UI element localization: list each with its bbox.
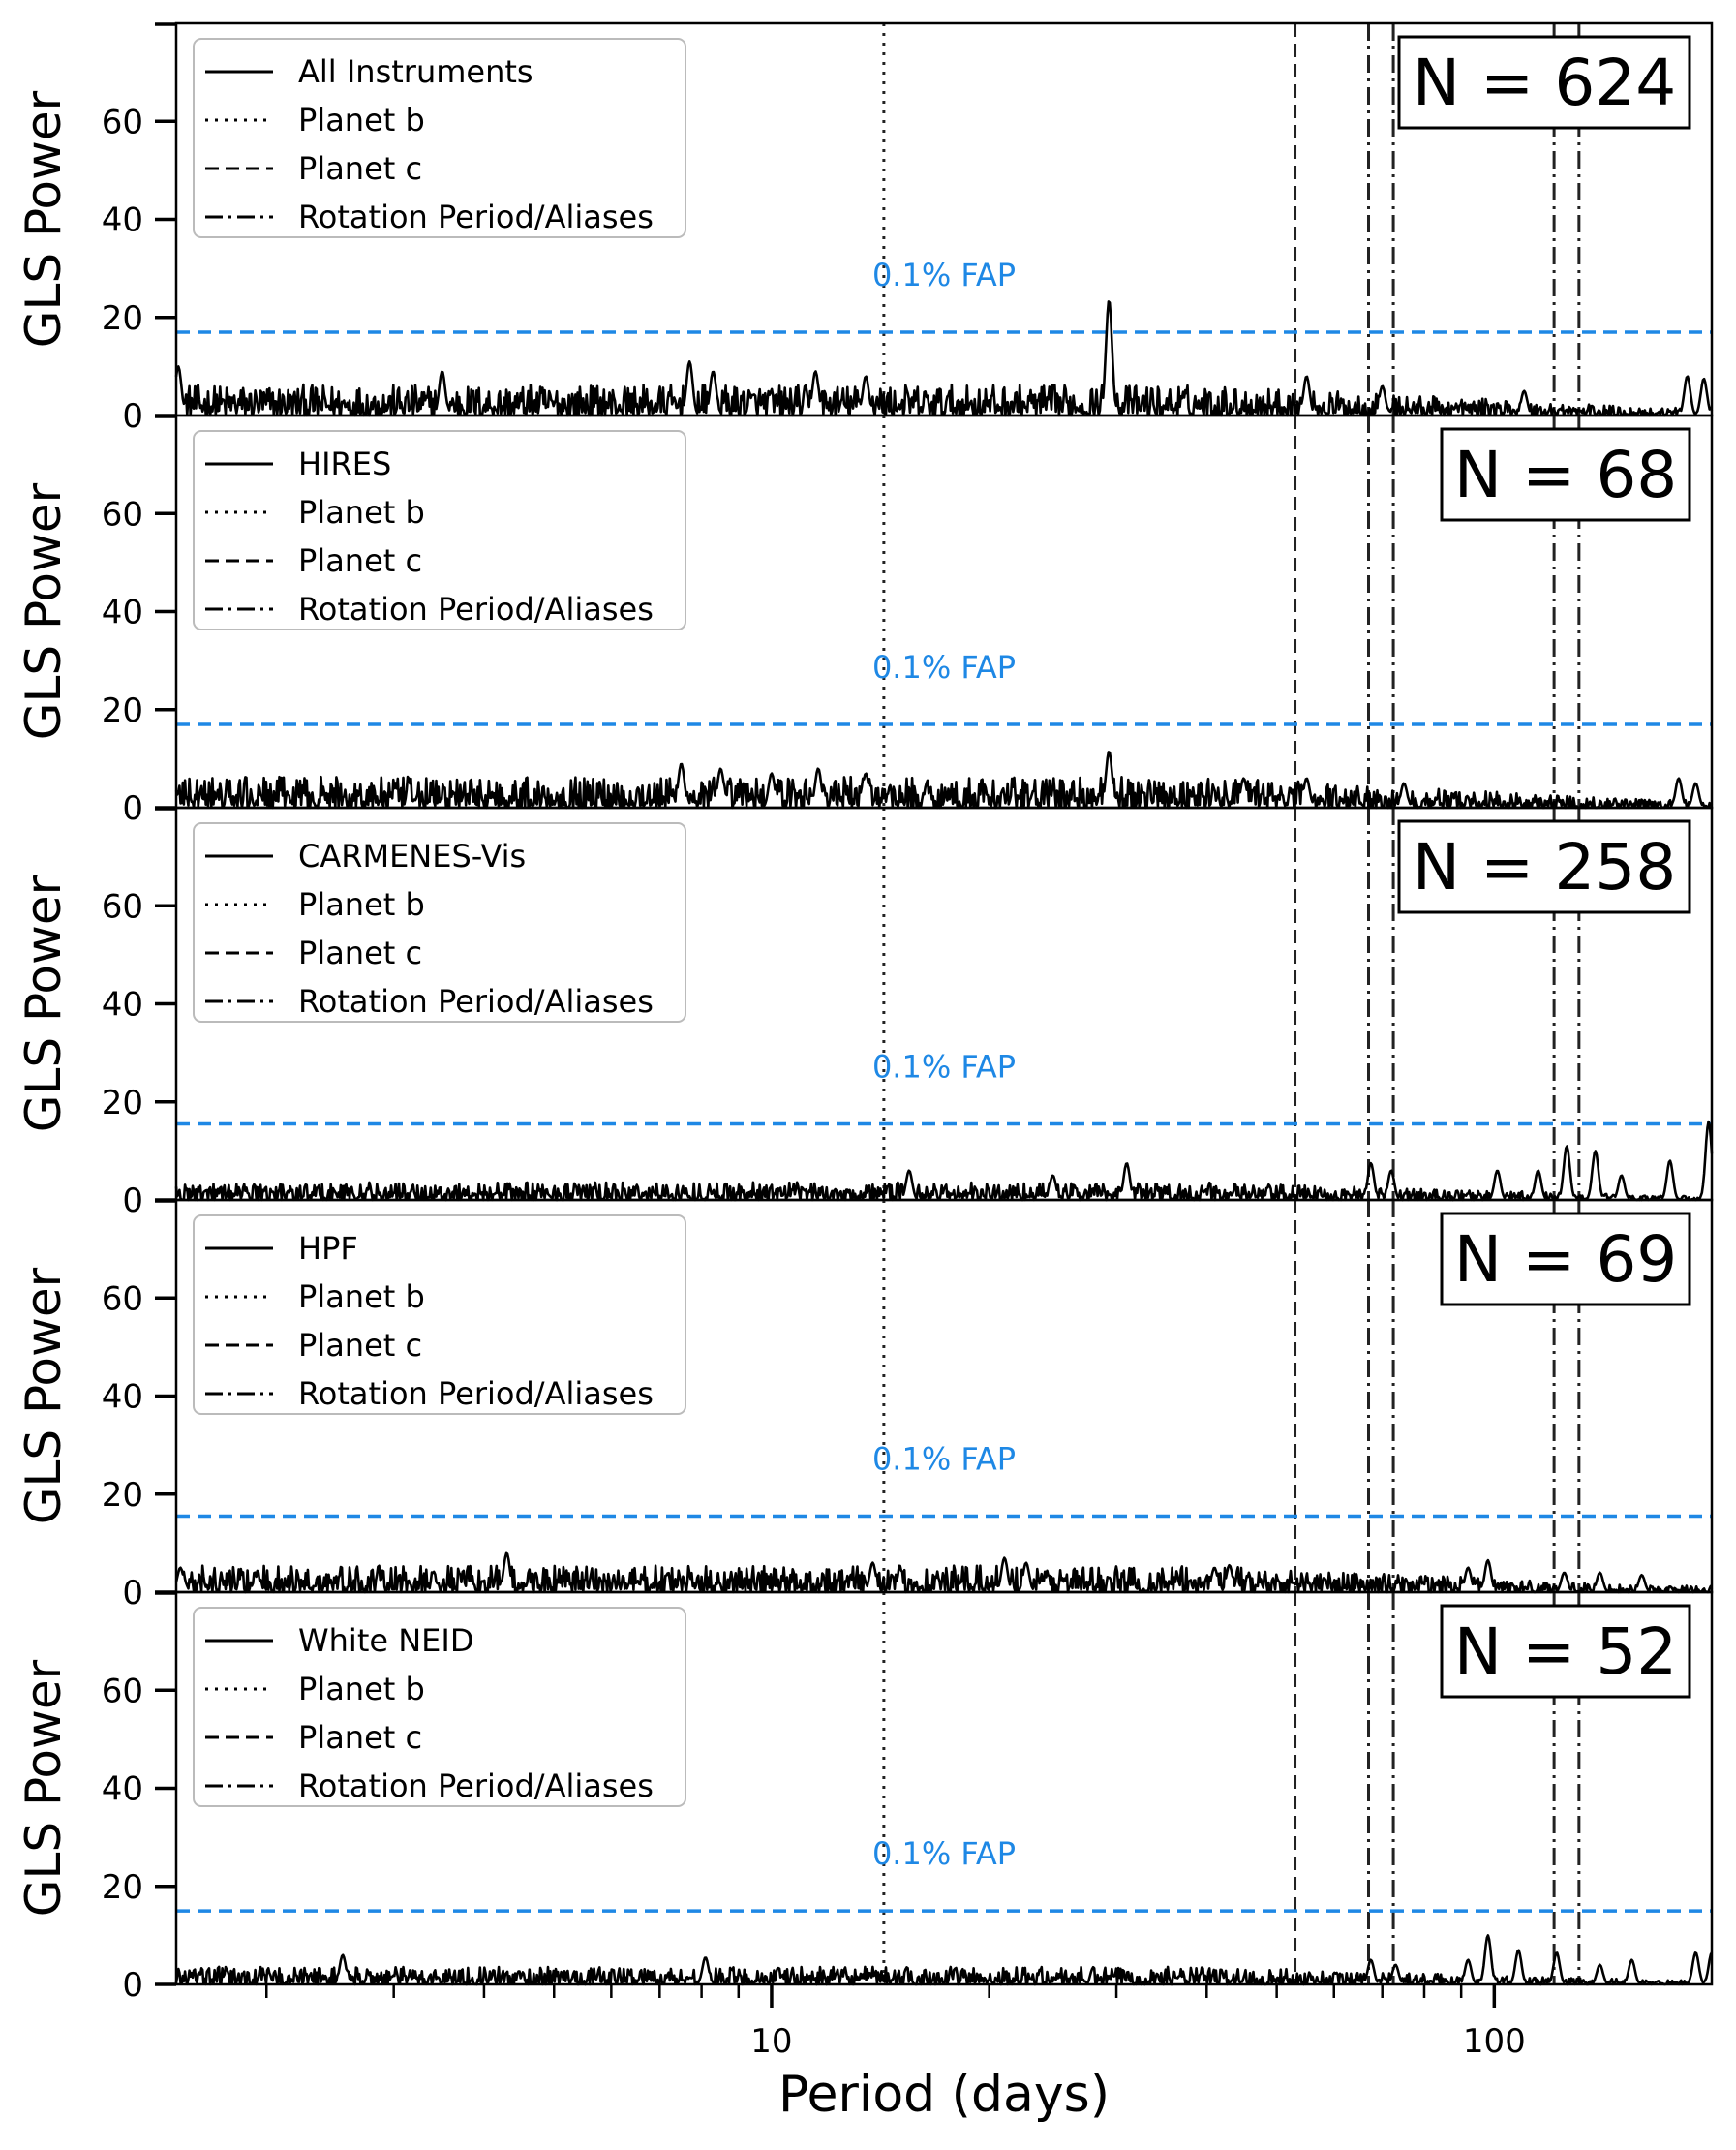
y-tick-label-60: 60 [102,103,143,141]
panel-4: 0.1% FAP 0 20 40 60 GLS Power HPF Planet b Plane… [15,1198,1714,1612]
fap-label: 0.1% FAP [872,1441,1016,1478]
panel-1: 0.1% FAP 0 20 40 60 GLS Power All Instruments P… [15,21,1714,436]
y-tick-label-40: 40 [102,1770,143,1809]
periodogram-line [174,751,1714,810]
legend-label-1: HIRES [298,445,391,482]
legend: CARMENES-Vis Planet b Planet c Rotation Per… [193,822,686,1023]
y-tick-label-60: 60 [102,887,143,926]
y-axis-label: GLS Power [15,482,72,740]
legend-label-1: HPF [298,1230,358,1267]
panel-3: 0.1% FAP 0 20 40 60 GLS Power CARMENES-Vis Plan… [15,806,1714,1220]
legend: White NEID Planet b Planet c Rotation Perio… [193,1607,686,1807]
panel-2: 0.1% FAP 0 20 40 60 GLS Power HIRES Planet b Pla… [15,414,1714,828]
periodogram-line [174,1120,1714,1202]
legend-label-2: Planet b [298,1671,425,1707]
n-count-badge: N = 68 [1440,427,1691,522]
n-count-text: N = 258 [1413,830,1677,905]
legend-box [193,38,686,238]
fap-label: 0.1% FAP [872,649,1016,686]
y-tick-label-40: 40 [102,594,143,632]
panels-group: 0.1% FAP 0 20 40 60 GLS Power All Instruments P… [15,21,1714,2005]
legend-label-3: Planet c [298,542,422,579]
n-count-box [1397,35,1691,130]
legend-label-1: All Instruments [298,53,533,90]
n-count-box [1440,1604,1691,1699]
legend-box [193,430,686,630]
n-count-text: N = 69 [1454,1222,1678,1297]
y-axis-label: GLS Power [15,90,72,348]
y-axis-label: GLS Power [15,875,72,1132]
legend: HPF Planet b Planet c Rotation Period/Alias… [193,1214,686,1415]
y-tick-label-40: 40 [102,1378,143,1417]
y-tick-label-20: 20 [102,1868,143,1907]
legend-box [193,1607,686,1807]
legend-label-2: Planet b [298,1278,425,1315]
legend-label-3: Planet c [298,1719,422,1756]
fap-label: 0.1% FAP [872,1049,1016,1086]
y-axis-label: GLS Power [15,1267,72,1524]
y-tick-label-0: 0 [122,1574,143,1612]
fap-label: 0.1% FAP [872,1835,1016,1872]
x-tick-label-10: 10 [750,2022,792,2061]
y-tick-label-60: 60 [102,1672,143,1710]
y-tick-label-0: 0 [122,1182,143,1220]
n-count-box [1440,1212,1691,1306]
legend-label-1: CARMENES-Vis [298,838,526,875]
legend-label-3: Planet c [298,1327,422,1364]
legend-label-2: Planet b [298,886,425,923]
y-tick-label-0: 0 [122,1966,143,2005]
fap-label: 0.1% FAP [872,257,1016,293]
legend-label-4: Rotation Period/Aliases [298,1767,654,1804]
n-count-box [1440,427,1691,522]
x-tick-label-100: 100 [1463,2022,1526,2061]
periodogram-line [174,1551,1714,1594]
y-tick-label-20: 20 [102,299,143,338]
y-tick-label-0: 0 [122,789,143,828]
panel-5: 0.1% FAP 0 20 40 60 GLS Power White NEID Planet… [15,1590,1714,2005]
n-count-text: N = 52 [1454,1614,1678,1689]
y-tick-label-0: 0 [122,397,143,436]
y-tick-label-60: 60 [102,1279,143,1318]
n-count-badge: N = 69 [1440,1212,1691,1306]
n-count-box [1397,819,1691,914]
y-axis-label: GLS Power [15,1659,72,1917]
x-axis: 10 100 [265,1984,1526,2061]
y-tick-label-20: 20 [102,1084,143,1122]
y-tick-label-20: 20 [102,1476,143,1515]
legend-label-3: Planet c [298,150,422,187]
n-count-badge: N = 624 [1397,35,1691,130]
y-tick-label-40: 40 [102,986,143,1025]
legend-label-4: Rotation Period/Aliases [298,983,654,1020]
legend-label-4: Rotation Period/Aliases [298,1375,654,1412]
y-tick-label-60: 60 [102,495,143,534]
legend-label-3: Planet c [298,935,422,971]
legend-label-4: Rotation Period/Aliases [298,591,654,628]
legend-label-4: Rotation Period/Aliases [298,199,654,235]
x-axis-label: Period (days) [778,2066,1110,2124]
legend-label-2: Planet b [298,102,425,138]
legend-label-2: Planet b [298,494,425,531]
y-tick-label-40: 40 [102,201,143,240]
legend-label-1: White NEID [298,1622,473,1659]
legend: All Instruments Planet b Planet c Rotation … [193,38,686,238]
legend: HIRES Planet b Planet c Rotation Period/Ali… [193,430,686,630]
n-count-text: N = 68 [1454,438,1678,512]
legend-box [193,1214,686,1415]
n-count-text: N = 624 [1413,46,1677,120]
legend-box [193,822,686,1023]
n-count-badge: N = 52 [1440,1604,1691,1699]
y-tick-label-20: 20 [102,691,143,730]
n-count-badge: N = 258 [1397,819,1691,914]
